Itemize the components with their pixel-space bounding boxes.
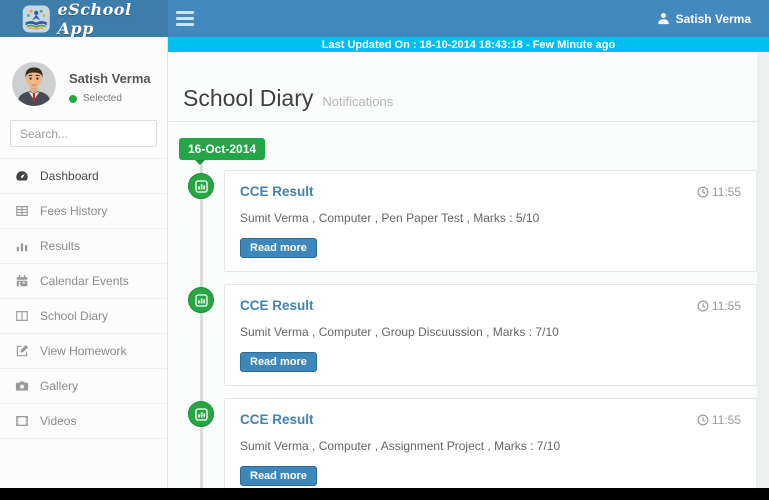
sidebar-item-results[interactable]: Results xyxy=(0,229,167,264)
header-user-name: Satish Verma xyxy=(675,11,751,26)
entry-time: 11:55 xyxy=(697,299,741,313)
top-header: eSchool App Satish Verma xyxy=(0,0,769,38)
sidebar-item-label: Dashboard xyxy=(40,169,99,183)
profile-status: Selected xyxy=(69,93,151,104)
page-header: School Diary Notifications xyxy=(168,52,757,122)
columns-icon xyxy=(16,311,28,321)
sidebar-item-label: School Diary xyxy=(40,309,109,323)
clock-icon xyxy=(697,185,709,198)
search-input[interactable] xyxy=(20,126,175,141)
user-menu[interactable]: Satish Verma xyxy=(657,0,751,37)
entry-body: Sumit Verma , Computer , Assignment Proj… xyxy=(240,439,561,453)
search-box xyxy=(10,120,175,147)
clock-icon xyxy=(697,299,709,312)
timeline-marker xyxy=(188,173,214,199)
entry-title-link[interactable]: CCE Result xyxy=(240,184,314,199)
entry-body: Sumit Verma , Computer , Pen Paper Test … xyxy=(240,211,540,225)
profile-block: Satish Verma Selected xyxy=(0,37,167,106)
result-chart-icon xyxy=(194,293,208,307)
sidebar-menu: Dashboard Fees History Results Calen xyxy=(0,158,167,439)
sidebar: Satish Verma Selected Dashboard xyxy=(0,37,175,488)
date-badge: 16-Oct-2014 xyxy=(179,138,266,165)
sidebar-item-label: Results xyxy=(40,239,81,253)
diary-entry-card: CCE Result 11:55 Sumit Verma , Computer … xyxy=(224,284,757,386)
entry-body: Sumit Verma , Computer , Group Discuussi… xyxy=(240,325,559,339)
sidebar-item-fees-history[interactable]: Fees History xyxy=(0,194,167,229)
sidebar-item-view-homework[interactable]: View Homework xyxy=(0,334,167,369)
result-chart-icon xyxy=(194,407,208,421)
diary-entry-card: CCE Result 11:55 Sumit Verma , Computer … xyxy=(224,398,757,500)
sidebar-item-dashboard[interactable]: Dashboard xyxy=(0,159,167,194)
clock-icon xyxy=(697,413,709,426)
profile-meta: Satish Verma Selected xyxy=(69,62,151,106)
timeline-marker xyxy=(188,401,214,427)
app-logo[interactable]: eSchool App xyxy=(0,0,168,38)
camera-icon xyxy=(15,381,29,391)
timeline-line xyxy=(200,148,203,488)
timeline-marker xyxy=(188,287,214,313)
film-icon xyxy=(16,416,28,426)
entry-time: 11:55 xyxy=(697,413,741,427)
main-content: School Diary Notifications 16-Oct-2014 C… xyxy=(168,52,757,500)
sidebar-item-label: View Homework xyxy=(40,344,127,358)
sidebar-item-videos[interactable]: Videos xyxy=(0,404,167,439)
sidebar-item-calendar-events[interactable]: Calendar Events xyxy=(0,264,167,299)
bottom-black-bar xyxy=(0,488,769,500)
sidebar-item-label: Fees History xyxy=(40,204,108,218)
eschool-logo-icon xyxy=(22,4,50,33)
table-icon xyxy=(16,206,28,216)
dashboard-icon xyxy=(16,171,28,181)
logo-text: eSchool App xyxy=(57,0,132,38)
status-dot-icon xyxy=(69,94,77,103)
entry-time: 11:55 xyxy=(697,185,741,199)
entry-title-link[interactable]: CCE Result xyxy=(240,298,314,313)
sidebar-item-label: Videos xyxy=(40,414,77,428)
calendar-icon xyxy=(16,275,28,287)
sidebar-item-gallery[interactable]: Gallery xyxy=(0,369,167,404)
bar-chart-icon xyxy=(16,243,28,252)
sidebar-item-school-diary[interactable]: School Diary xyxy=(0,299,167,334)
sidebar-item-label: Calendar Events xyxy=(40,274,129,288)
user-icon xyxy=(657,13,669,25)
read-more-button[interactable]: Read more xyxy=(240,352,317,372)
status-label: Selected xyxy=(83,93,122,104)
sidebar-item-label: Gallery xyxy=(40,379,79,393)
page-subtitle: Notifications xyxy=(322,94,394,109)
profile-name: Satish Verma xyxy=(69,71,151,86)
diary-entry-card: CCE Result 11:55 Sumit Verma , Computer … xyxy=(224,170,757,272)
page-title: School Diary xyxy=(183,85,314,111)
hamburger-menu-icon[interactable] xyxy=(176,11,194,26)
entry-title-link[interactable]: CCE Result xyxy=(240,412,314,427)
read-more-button[interactable]: Read more xyxy=(240,238,317,258)
last-updated-text: Last Updated On : 18-10-2014 18:43:18 - … xyxy=(321,38,616,51)
edit-icon xyxy=(16,344,29,357)
result-chart-icon xyxy=(194,179,208,193)
read-more-button[interactable]: Read more xyxy=(240,466,317,486)
last-updated-bar: Last Updated On : 18-10-2014 18:43:18 - … xyxy=(168,37,769,52)
avatar xyxy=(12,62,56,106)
